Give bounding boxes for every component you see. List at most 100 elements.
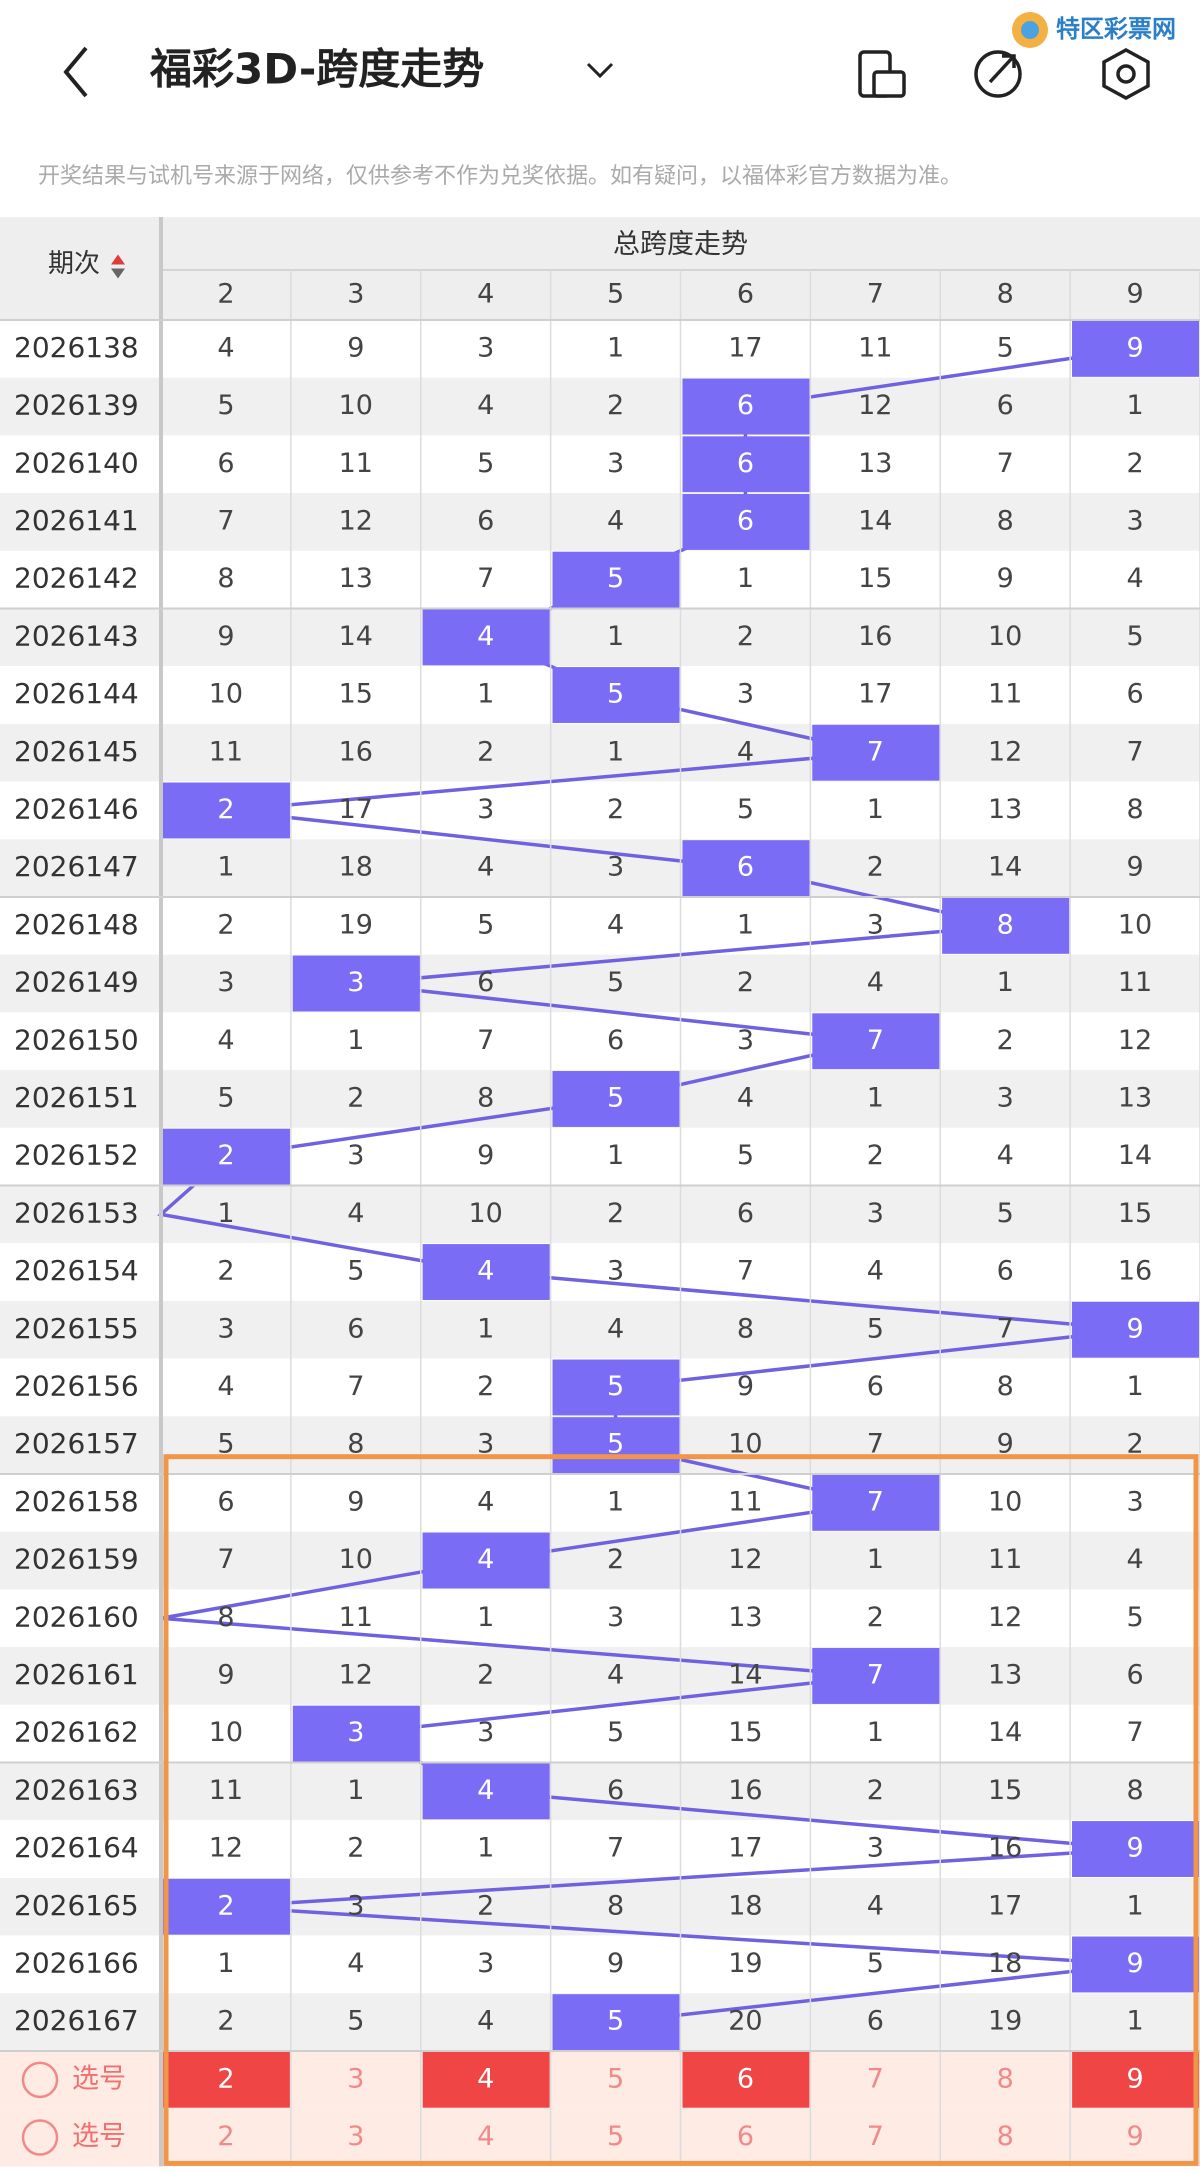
select-number[interactable]: 2 <box>217 2063 234 2094</box>
cell-value: 5 <box>607 563 624 594</box>
cell-value: 6 <box>607 1025 624 1056</box>
hit-cell-cover <box>812 1648 940 1704</box>
cell-value: 13 <box>988 1659 1022 1690</box>
cell-value: 13 <box>339 563 373 594</box>
cell-value: 14 <box>1118 1140 1152 1171</box>
cell-value: 1 <box>737 563 754 594</box>
select-number[interactable]: 8 <box>997 2121 1014 2152</box>
cell-value: 3 <box>607 852 624 883</box>
cell-value: 9 <box>997 563 1014 594</box>
cell-value: 7 <box>867 736 884 767</box>
select-number[interactable]: 6 <box>737 2063 754 2094</box>
select-number[interactable]: 2 <box>217 2121 234 2152</box>
cell-value: 4 <box>217 1371 234 1402</box>
hit-cell-cover <box>682 436 810 493</box>
cell-value: 5 <box>607 967 624 998</box>
icon-device[interactable] <box>858 50 906 98</box>
cell-value: 4 <box>217 332 234 363</box>
cell-value: 6 <box>477 967 494 998</box>
select-number[interactable]: 7 <box>867 2121 884 2152</box>
cell-value: 5 <box>607 1371 624 1402</box>
selected-cell <box>682 2052 810 2108</box>
period: 2026149 <box>14 966 139 999</box>
cell-value: 6 <box>867 2006 884 2037</box>
select-number[interactable]: 3 <box>347 2121 364 2152</box>
cell-value: 9 <box>1126 852 1143 883</box>
icon-share[interactable] <box>974 50 1022 98</box>
cell-value: 2 <box>737 967 754 998</box>
cell-value: 1 <box>477 1313 494 1344</box>
select-number[interactable]: 9 <box>1126 2121 1143 2152</box>
cell-value: 3 <box>607 1602 624 1633</box>
cell-value: 2 <box>477 736 494 767</box>
cell-value: 5 <box>867 1313 884 1344</box>
select-number[interactable]: 4 <box>477 2063 494 2094</box>
cell-value: 17 <box>988 1890 1022 1921</box>
column-header: 3 <box>347 279 364 310</box>
hit-cell-cover <box>422 609 550 666</box>
highlight-frame <box>163 1454 1199 2166</box>
cell-value: 4 <box>477 1256 494 1287</box>
cell-value: 1 <box>867 1544 884 1575</box>
row-bg <box>0 839 1200 897</box>
select-number[interactable]: 8 <box>997 2063 1014 2094</box>
cell-value: 4 <box>737 1082 754 1113</box>
period: 2026165 <box>14 1889 139 1922</box>
cell-value: 2 <box>867 1602 884 1633</box>
select-number[interactable]: 5 <box>607 2121 624 2152</box>
cell-value: 15 <box>1118 1198 1152 1229</box>
cell-value: 5 <box>477 909 494 940</box>
row-bg <box>0 1012 1200 1071</box>
select-number[interactable]: 9 <box>1126 2063 1143 2094</box>
cell-value: 8 <box>477 1082 494 1113</box>
cell-value: 4 <box>867 967 884 998</box>
page-title[interactable]: 福彩3D-跨度走势 <box>149 45 484 94</box>
cell-value: 1 <box>347 1775 364 1806</box>
period: 2026157 <box>14 1427 139 1460</box>
cell-value: 7 <box>477 563 494 594</box>
hit-cell-cover <box>1072 1936 1199 1993</box>
cell-value: 9 <box>217 621 234 652</box>
cell-value: 2 <box>217 909 234 940</box>
cell-value: 4 <box>607 909 624 940</box>
cell-value: 7 <box>737 1256 754 1287</box>
period: 2026158 <box>14 1485 139 1518</box>
select-radio <box>21 2119 59 2156</box>
select-number[interactable]: 7 <box>867 2063 884 2094</box>
back-button[interactable] <box>63 46 88 98</box>
cell-value: 4 <box>477 2006 494 2037</box>
select-number[interactable]: 4 <box>477 2121 494 2152</box>
row-bg <box>0 1474 1200 1532</box>
cell-value: 8 <box>607 1890 624 1921</box>
cell-value: 3 <box>737 679 754 710</box>
cell-value: 13 <box>728 1602 762 1633</box>
cell-value: 5 <box>867 1948 884 1979</box>
cell-value: 2 <box>867 1140 884 1171</box>
cell-value: 2 <box>867 852 884 883</box>
select-number[interactable]: 5 <box>607 2063 624 2094</box>
cell-value: 7 <box>867 1486 884 1517</box>
cell-value: 6 <box>347 1313 364 1344</box>
cell-value: 4 <box>607 505 624 536</box>
select-number[interactable]: 6 <box>737 2121 754 2152</box>
cell-value: 3 <box>867 1833 884 1864</box>
cell-value: 5 <box>217 1429 234 1460</box>
cell-value: 20 <box>728 2006 762 2037</box>
cell-value: 2 <box>607 794 624 825</box>
row-bg <box>0 1531 1200 1590</box>
select-number[interactable]: 3 <box>347 2063 364 2094</box>
sort-icon <box>111 268 125 279</box>
cell-value: 7 <box>1126 1717 1143 1748</box>
cell-value: 2 <box>477 1890 494 1921</box>
icon-settings[interactable] <box>1102 48 1150 100</box>
period: 2026155 <box>14 1312 139 1345</box>
cell-value: 12 <box>339 505 373 536</box>
header-bg <box>0 217 1200 320</box>
title-dropdown[interactable] <box>586 62 614 79</box>
cell-value: 1 <box>1126 390 1143 421</box>
cell-value: 5 <box>477 448 494 479</box>
cell-value: 4 <box>997 1140 1014 1171</box>
row-bg <box>0 320 1200 378</box>
cell-value: 3 <box>867 1198 884 1229</box>
